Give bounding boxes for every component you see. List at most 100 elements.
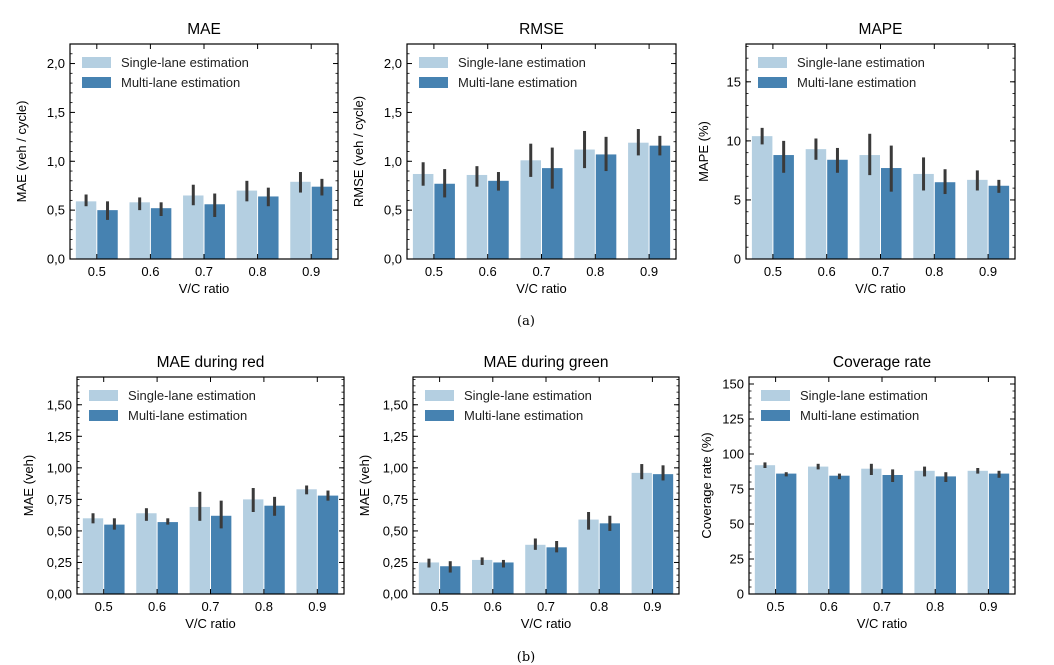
legend-swatch [82,77,111,88]
subplot-title: MAE during green [484,354,609,371]
y-axis-label: MAE (veh) [21,455,36,516]
bar [829,475,850,594]
x-axis-label: V/C ratio [857,616,908,631]
x-tick-label: 0.8 [925,264,943,279]
bar [440,566,461,594]
bar [827,159,848,259]
x-axis-label: V/C ratio [179,281,230,296]
x-tick-label: 0.6 [479,264,497,279]
x-tick-label: 0.5 [95,599,113,614]
legend-label: Single-lane estimation [458,55,586,70]
bar [881,168,902,259]
y-tick-label: 50 [730,517,744,532]
x-tick-label: 0.5 [764,264,782,279]
subplot-title: RMSE [519,21,564,38]
subplot-mae-during-red: 0,00 0,25 0,50 0,75 1,00 1,25 1,50 0.5 0.6 0.7 0.8… [21,354,345,631]
bar [542,168,563,259]
bar [649,145,671,259]
y-tick-label: 0,50 [47,523,72,538]
bar [211,515,232,594]
y-tick-label: 1,00 [383,460,408,475]
bar [805,149,827,259]
legend-swatch [758,77,787,88]
y-tick-label: 0,25 [47,555,72,570]
bar [754,465,776,594]
x-axis-label: V/C ratio [516,281,567,296]
bar [466,174,488,259]
y-tick-label: 25 [730,552,744,567]
bar [150,208,172,259]
bar [434,183,455,259]
bar [311,186,333,259]
legend-label: Single-lane estimation [464,388,592,403]
bar [317,495,339,594]
y-axis-label: Coverage rate (%) [699,432,714,538]
x-tick-label: 0.9 [979,599,997,614]
subplot-coverage-rate: 0 25 50 75 100 125 150 0.5 0.6 0.7 0.8 0.9 Coverage … [699,354,1016,631]
legend-label: Single-lane estimation [797,55,925,70]
bar [264,505,285,594]
bar [75,201,97,259]
bar [97,210,118,259]
bar [82,518,104,594]
y-tick-label: 0 [734,252,741,267]
subplot-title: MAE during red [157,354,265,371]
bar [913,173,934,259]
x-tick-label: 0.8 [926,599,944,614]
bar [243,499,264,594]
bar [296,489,317,594]
y-tick-label: 0,50 [383,523,408,538]
legend-swatch [89,390,118,401]
x-axis-label: V/C ratio [521,616,572,631]
y-tick-label: 75 [730,482,744,497]
x-tick-label: 0.7 [532,264,550,279]
y-tick-label: 1,5 [47,105,65,120]
bar [988,473,1010,594]
bar [236,190,258,259]
subplot-title: MAE [187,21,221,38]
x-tick-label: 0.7 [201,599,219,614]
subplot-mae-during-green: 0,00 0,25 0,50 0,75 1,00 1,25 1,50 0.5 0.6 0.7 0.8… [357,354,680,631]
y-tick-label: 15 [727,74,741,89]
y-tick-label: 1,5 [384,105,402,120]
x-tick-label: 0.7 [873,599,891,614]
bar [183,195,204,259]
bar [189,506,210,594]
bar [988,185,1010,259]
x-tick-label: 0.9 [308,599,326,614]
subfigure-label-b: (b) [517,650,535,665]
x-tick-label: 0.9 [643,599,661,614]
y-tick-label: 0,0 [47,252,65,267]
legend-label: Single-lane estimation [121,55,249,70]
bar [967,179,988,259]
y-axis-label: MAE (veh) [357,455,372,516]
y-tick-label: 2,0 [384,56,402,71]
legend-label: Single-lane estimation [800,388,928,403]
legend-label: Multi-lane estimation [800,408,919,423]
x-tick-label: 0.6 [820,599,838,614]
bar [776,473,797,594]
y-tick-label: 1,25 [47,429,72,444]
subfigure-label-a: (a) [517,314,535,329]
y-tick-label: 1,25 [383,429,408,444]
y-tick-label: 5 [734,192,741,207]
y-tick-label: 100 [722,447,744,462]
legend-label: Multi-lane estimation [121,75,240,90]
bar [628,142,649,259]
legend-swatch [425,390,454,401]
x-tick-label: 0.9 [979,264,997,279]
bar [595,154,617,259]
x-tick-label: 0.7 [195,264,213,279]
y-tick-label: 0 [737,587,744,602]
x-tick-label: 0.6 [818,264,836,279]
legend-label: Single-lane estimation [128,388,256,403]
y-tick-label: 150 [722,377,744,392]
bar [914,470,935,594]
y-tick-label: 0,75 [47,492,72,507]
bar [525,544,546,594]
y-tick-label: 1,0 [384,154,402,169]
y-tick-label: 0,00 [47,587,72,602]
legend-label: Multi-lane estimation [797,75,916,90]
legend-swatch [419,77,448,88]
bar [290,181,311,259]
